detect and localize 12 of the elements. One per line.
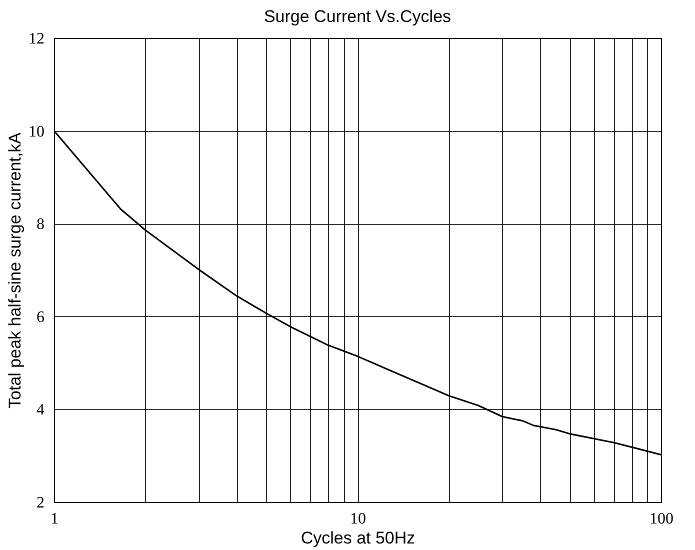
y-tick-label: 10 [28,123,44,140]
y-tick-label: 2 [36,494,44,512]
y-tick-label: 8 [36,216,44,234]
x-tick-label: 10 [350,510,366,528]
x-tick-label: 1 [50,510,58,528]
y-axis-title: Total peak half-sine surge current,kA [6,132,24,408]
y-tick-label: 6 [36,308,44,326]
x-axis-title: Cycles at 50Hz [300,528,416,548]
y-tick-label: 4 [36,402,44,419]
x-tick-label: 100 [650,510,674,528]
y-tick-label: 12 [28,30,44,48]
chart-title: Surge Current Vs.Cycles [264,7,452,26]
